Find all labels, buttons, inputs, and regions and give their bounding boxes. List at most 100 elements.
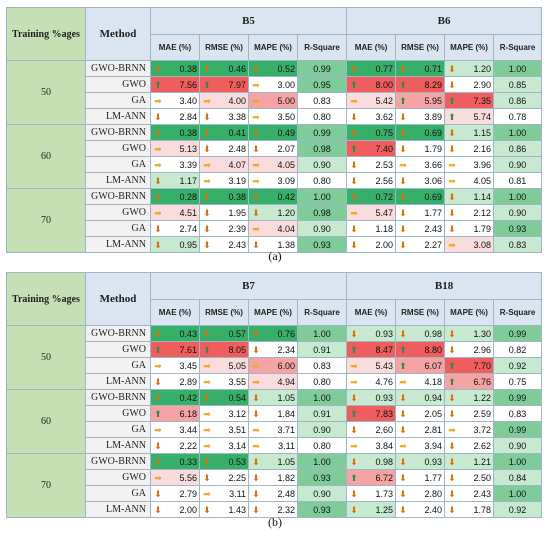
group-header: B5 xyxy=(149,7,348,35)
metric-cell: ⬇ 1.78 xyxy=(444,501,495,518)
down-arrow-icon: ⬇ xyxy=(399,223,407,234)
metric-value: 2.96 xyxy=(473,344,492,355)
metric-cell: ⬇ 2.05 xyxy=(395,405,446,422)
right-arrow-icon: ➡ xyxy=(252,79,260,90)
metric-value: 0.53 xyxy=(228,456,246,467)
right-arrow-icon: ➡ xyxy=(252,95,260,106)
metric-cell: ⬇ 0.93 xyxy=(346,389,397,406)
metric-cell: ⬇ 0.38 xyxy=(150,124,200,141)
metric-cell: ⬇ 2.39 xyxy=(199,220,249,237)
metric-value: 0.77 xyxy=(375,63,394,74)
metric-cell: ⬇ 0.38 xyxy=(199,188,249,205)
metric-cell: ⬇ 2.89 xyxy=(150,373,200,390)
metric-value: 0.69 xyxy=(424,127,443,138)
metric-value: 7.83 xyxy=(375,408,394,419)
down-arrow-icon: ⬇ xyxy=(203,456,211,467)
right-arrow-icon: ➡ xyxy=(350,376,358,387)
metric-cell: ⬆ 6.76 xyxy=(444,373,495,390)
method-name: LM-ANN xyxy=(85,501,151,518)
metric-value: 0.93 xyxy=(424,456,443,467)
metric-cell: ➡ 3.11 xyxy=(199,485,249,502)
metric-cell: ➡ 3.09 xyxy=(248,172,298,189)
down-arrow-icon: ⬇ xyxy=(154,392,162,403)
metric-cell: ⬇ 0.38 xyxy=(150,60,200,77)
right-arrow-icon: ➡ xyxy=(154,472,162,483)
up-arrow-icon: ⬆ xyxy=(350,143,358,154)
table-row: GWO ⬆ 7.61 ⬆ 8.05 ⬇ 2.34 0.91 ⬆ 8.47 ⬆ 8.80 ⬇ 2.96 0.8… xyxy=(7,341,543,358)
metric-value: 6.07 xyxy=(424,360,443,371)
metric-value: 3.96 xyxy=(473,159,492,170)
metric-cell: ➡ 5.13 xyxy=(150,140,200,157)
method-name: GA xyxy=(85,156,151,173)
r-square-value: 0.80 xyxy=(296,373,348,390)
metric-cell: ⬇ 1.77 xyxy=(395,469,446,486)
metric-cell: ⬇ 0.93 xyxy=(395,453,446,470)
metric-value: 4.04 xyxy=(277,223,295,234)
metric-value: 0.75 xyxy=(375,127,394,138)
down-arrow-icon: ⬇ xyxy=(399,504,407,515)
method-name: GA xyxy=(85,485,151,502)
metric-cell: ➡ 5.00 xyxy=(248,92,298,109)
metric-value: 0.72 xyxy=(375,191,394,202)
metric-header: R-Square xyxy=(493,34,543,61)
metric-cell: ⬇ 2.22 xyxy=(150,437,200,454)
metric-cell: ⬇ 0.77 xyxy=(346,60,397,77)
table-row: 70 GWO-BRNN ⬇ 0.28 ⬇ 0.38 ⬇ 0.42 1.00 ⬇ 0.72 ⬇ 0.69 ⬇… xyxy=(6,188,543,253)
down-arrow-icon: ⬇ xyxy=(399,111,407,122)
table-body: 50 GWO-BRNN ⬇ 0.43 ⬇ 0.57 ⬇ 0.76 1.00 ⬇ 0.93 ⬇ 0.98 ⬇… xyxy=(6,325,543,518)
right-arrow-icon: ➡ xyxy=(399,376,407,387)
right-arrow-icon: ➡ xyxy=(154,159,162,170)
metric-value: 5.05 xyxy=(228,360,246,371)
r-square-value: 0.81 xyxy=(493,172,543,189)
metric-value: 0.46 xyxy=(228,63,246,74)
right-arrow-icon: ➡ xyxy=(203,360,211,371)
metric-value: 1.05 xyxy=(277,392,295,403)
metric-cell: ⬇ 2.25 xyxy=(199,469,249,486)
down-arrow-icon: ⬇ xyxy=(154,440,162,451)
table-row: LM-ANN ⬇ 0.95 ⬇ 2.43 ⬇ 1.38 0.93 ⬇ 2.00 ⬇ 2.27 ➡ 3.08… xyxy=(7,236,543,253)
metric-cell: ➡ 4.51 xyxy=(150,204,200,221)
metric-value: 2.22 xyxy=(179,440,197,451)
method-name: GWO xyxy=(85,341,151,358)
down-arrow-icon: ⬇ xyxy=(350,223,358,234)
table-row: GWO ➡ 4.51 ⬇ 1.95 ⬇ 1.20 0.98 ➡ 5.47 ⬇ 1.77 ⬇ 2.12 0.9… xyxy=(7,204,543,221)
down-arrow-icon: ⬇ xyxy=(448,127,456,138)
metric-cell: ⬇ 1.79 xyxy=(395,140,446,157)
method-name: GA xyxy=(85,357,151,374)
metric-cell: ⬇ 1.84 xyxy=(248,405,298,422)
metric-cell: ➡ 4.04 xyxy=(248,220,298,237)
down-arrow-icon: ⬇ xyxy=(448,472,456,483)
metric-value: 6.76 xyxy=(473,376,492,387)
metric-value: 8.47 xyxy=(375,344,394,355)
metric-cell: ⬆ 6.18 xyxy=(150,405,200,422)
r-square-value: 1.00 xyxy=(493,60,543,77)
metric-value: 4.76 xyxy=(375,376,394,387)
metric-value: 2.89 xyxy=(179,376,197,387)
metric-value: 2.50 xyxy=(473,472,492,483)
down-arrow-icon: ⬇ xyxy=(448,504,456,515)
training-header: Training %ages xyxy=(6,272,86,326)
metric-cell: ⬆ 7.70 xyxy=(444,357,495,374)
metric-cell: ⬇ 2.32 xyxy=(248,501,298,518)
r-square-value: 0.83 xyxy=(493,405,543,422)
r-square-value: 0.99 xyxy=(493,389,543,406)
metric-cell: ⬇ 2.81 xyxy=(395,421,446,438)
metric-cell: ⬆ 8.29 xyxy=(395,76,446,93)
metric-value: 5.13 xyxy=(179,143,197,154)
metric-value: 4.18 xyxy=(424,376,443,387)
down-arrow-icon: ⬇ xyxy=(350,111,358,122)
right-arrow-icon: ➡ xyxy=(252,111,260,122)
down-arrow-icon: ⬇ xyxy=(399,239,407,250)
results-table-b: Training %ages Method B7 B18 MAE (%) RMS… xyxy=(6,272,543,518)
method-name: GWO-BRNN xyxy=(85,124,151,141)
metric-value: 5.74 xyxy=(473,111,492,122)
metric-cell: ⬇ 0.75 xyxy=(346,124,397,141)
caption-b: (b) xyxy=(268,515,282,529)
metric-value: 1.21 xyxy=(473,456,492,467)
method-name: LM-ANN xyxy=(85,108,151,125)
up-arrow-icon: ⬆ xyxy=(399,79,407,90)
right-arrow-icon: ➡ xyxy=(154,360,162,371)
metric-value: 3.55 xyxy=(228,376,246,387)
metric-cell: ⬇ 2.53 xyxy=(346,156,397,173)
metric-value: 3.11 xyxy=(278,440,295,451)
